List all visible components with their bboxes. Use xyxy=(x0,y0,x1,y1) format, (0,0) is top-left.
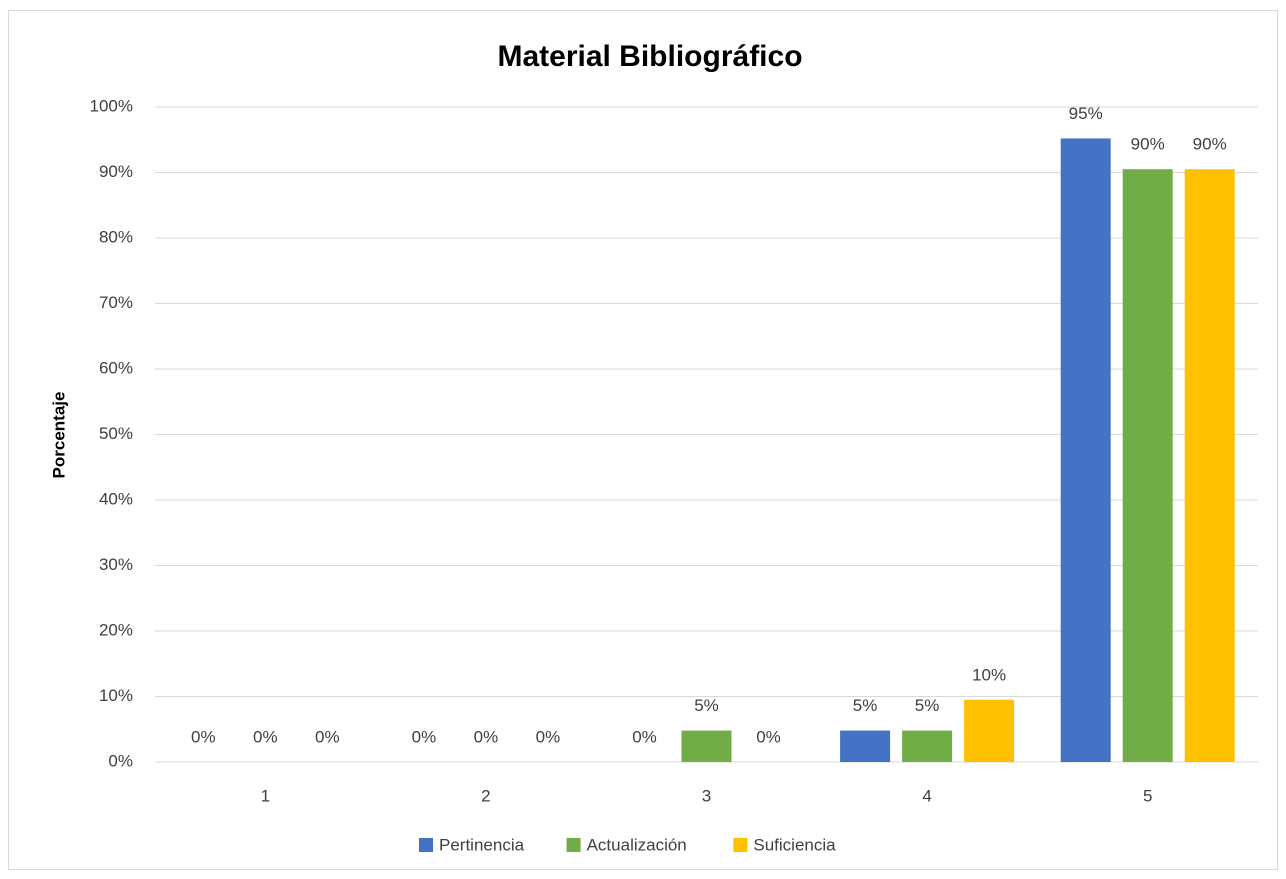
data-label: 0% xyxy=(632,727,657,746)
bar xyxy=(1060,138,1111,762)
x-tick-label: 4 xyxy=(922,786,931,805)
y-tick-label: 100% xyxy=(90,96,133,115)
y-tick-label: 30% xyxy=(99,555,133,574)
legend-label: Suficiencia xyxy=(753,835,836,854)
x-tick-label: 3 xyxy=(702,786,711,805)
legend-swatch xyxy=(419,838,433,852)
bar xyxy=(902,730,953,762)
x-tick-label: 2 xyxy=(481,786,490,805)
data-label: 0% xyxy=(536,727,561,746)
data-label: 0% xyxy=(412,727,437,746)
data-label: 5% xyxy=(853,696,878,715)
y-tick-label: 20% xyxy=(99,620,133,639)
y-tick-label: 70% xyxy=(99,293,133,312)
data-label: 10% xyxy=(972,665,1006,684)
data-label: 0% xyxy=(253,727,278,746)
legend-label: Pertinencia xyxy=(439,835,525,854)
y-tick-label: 90% xyxy=(99,162,133,181)
data-label: 0% xyxy=(191,727,216,746)
y-tick-label: 10% xyxy=(99,686,133,705)
legend-swatch xyxy=(566,838,581,852)
y-tick-label: 0% xyxy=(108,751,133,770)
data-label: 90% xyxy=(1193,135,1227,154)
y-axis-label: Porcentaje xyxy=(49,392,68,479)
chart-title: Material Bibliográfico xyxy=(497,40,802,73)
data-label: 0% xyxy=(474,727,499,746)
legend-swatch xyxy=(733,838,748,852)
bar xyxy=(1184,169,1235,763)
data-label: 0% xyxy=(315,727,340,746)
data-label: 90% xyxy=(1131,135,1165,154)
bar xyxy=(1122,169,1173,763)
y-tick-label: 40% xyxy=(99,489,133,508)
bar xyxy=(840,730,891,762)
bar xyxy=(964,699,1015,762)
data-label: 0% xyxy=(756,727,781,746)
data-label: 5% xyxy=(915,696,940,715)
data-label: 5% xyxy=(694,696,719,715)
x-tick-label: 1 xyxy=(261,786,270,805)
bar xyxy=(681,730,732,762)
y-tick-label: 60% xyxy=(99,358,133,377)
data-label: 95% xyxy=(1069,104,1103,123)
y-tick-label: 80% xyxy=(99,227,133,246)
x-tick-label: 5 xyxy=(1143,786,1152,805)
legend-label: Actualización xyxy=(587,835,687,854)
y-tick-label: 50% xyxy=(99,424,133,443)
